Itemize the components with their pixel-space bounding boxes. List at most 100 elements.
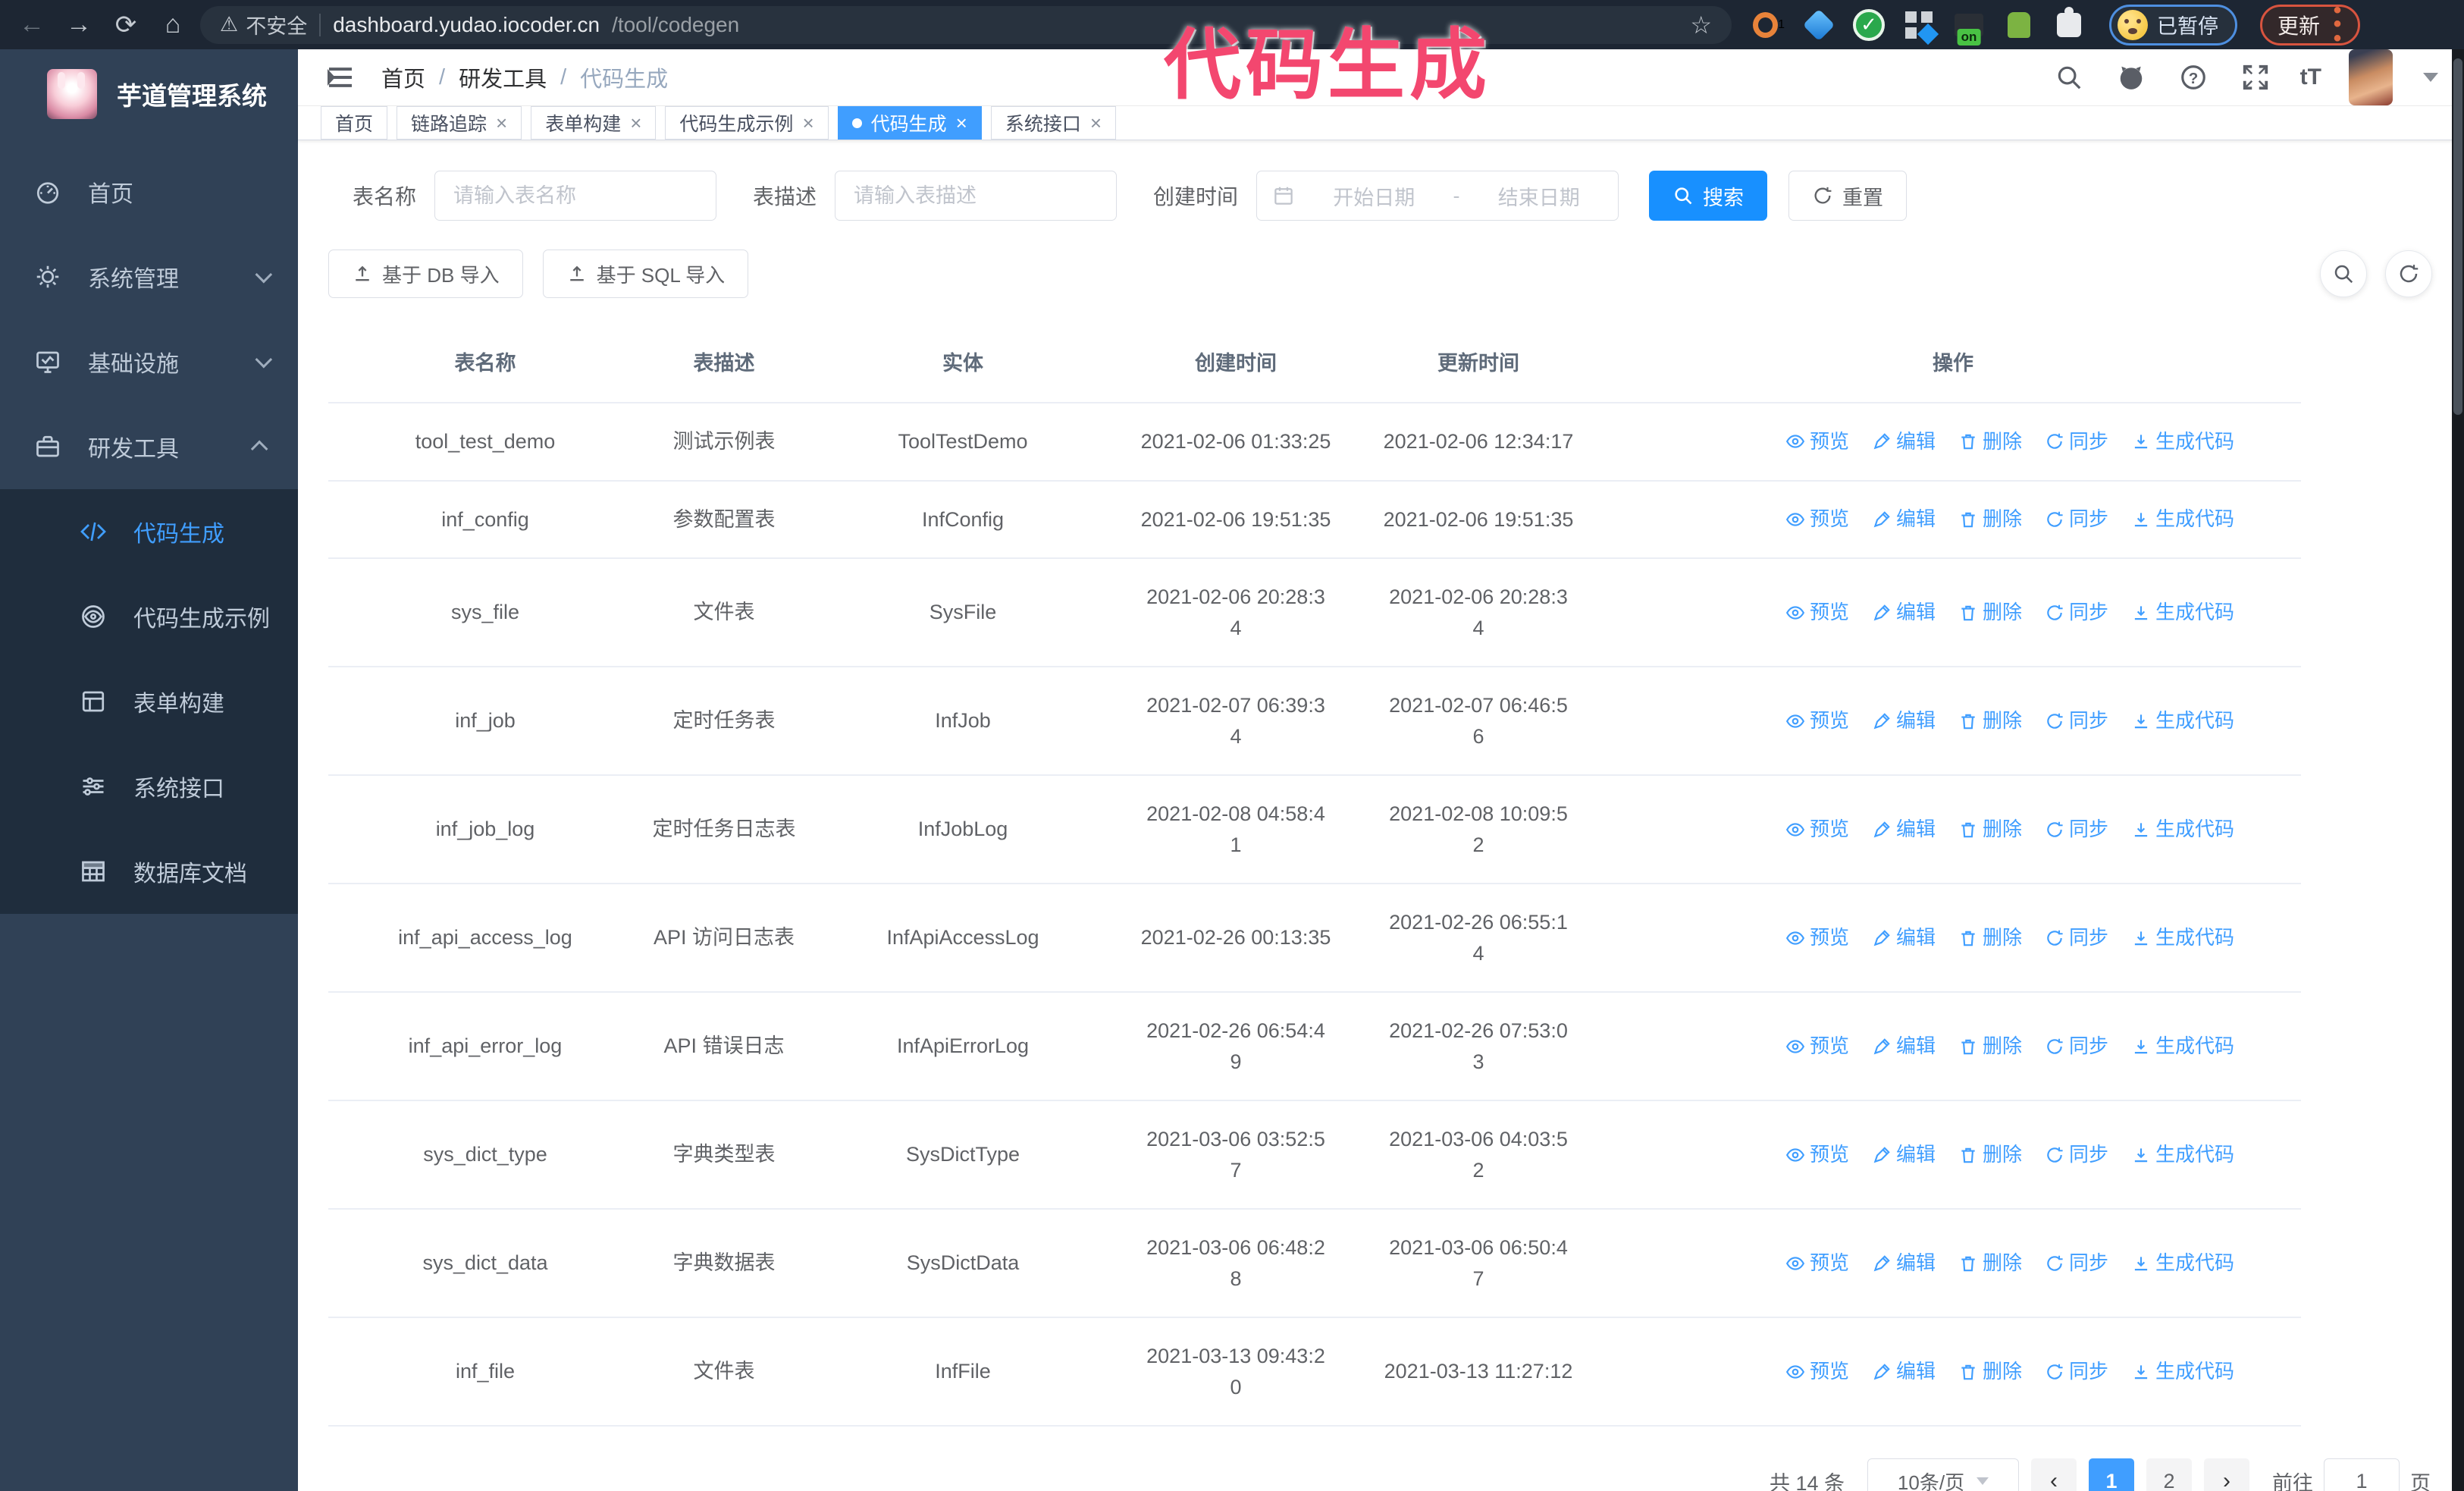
sidebar-item-home[interactable]: 首页 — [0, 149, 298, 234]
sidebar-item-form-builder[interactable]: 表单构建 — [0, 659, 298, 744]
back-icon[interactable]: ← — [19, 10, 45, 39]
sync-link[interactable]: 同步 — [2045, 815, 2108, 844]
close-icon[interactable]: × — [496, 111, 508, 134]
tab-form-builder[interactable]: 表单构建 × — [531, 106, 657, 140]
close-icon[interactable]: × — [630, 111, 642, 134]
logo-row[interactable]: 芋道管理系统 — [0, 49, 298, 137]
delete-link[interactable]: 删除 — [1958, 598, 2022, 627]
github-icon[interactable] — [2114, 60, 2149, 95]
forward-icon[interactable]: → — [66, 10, 92, 39]
table-row[interactable]: inf_file 文件表 InfFile 2021-03-13 09:43:2 … — [328, 1317, 2301, 1427]
prev-page-button[interactable]: ‹ — [2031, 1458, 2077, 1491]
extension-icon[interactable] — [1802, 8, 1835, 41]
page-2-button[interactable]: 2 — [2146, 1458, 2192, 1491]
table-row[interactable]: inf_job 定时任务表 InfJob 2021-02-07 06:39:3 … — [328, 667, 2301, 776]
generate-code-link[interactable]: 生成代码 — [2131, 1248, 2234, 1278]
profile-paused-badge[interactable]: 已暂停 — [2109, 4, 2237, 46]
delete-link[interactable]: 删除 — [1958, 923, 2022, 953]
close-icon[interactable]: × — [1089, 111, 1102, 134]
table-row[interactable]: sys_file 文件表 SysFile 2021-02-06 20:28:3 … — [328, 558, 2301, 667]
edit-link[interactable]: 编辑 — [1872, 706, 1936, 736]
delete-link[interactable]: 删除 — [1958, 1140, 2022, 1169]
table-row[interactable]: inf_api_access_log API 访问日志表 InfApiAcces… — [328, 884, 2301, 993]
sync-link[interactable]: 同步 — [2045, 1357, 2108, 1386]
address-bar[interactable]: ⚠ 不安全 dashboard.yudao.iocoder.cn/tool/co… — [200, 5, 1732, 44]
generate-code-link[interactable]: 生成代码 — [2131, 504, 2234, 534]
tab-home[interactable]: 首页 — [321, 106, 388, 140]
sync-link[interactable]: 同步 — [2045, 598, 2108, 627]
delete-link[interactable]: 删除 — [1958, 1357, 2022, 1386]
preview-link[interactable]: 预览 — [1785, 1031, 1849, 1061]
edit-link[interactable]: 编辑 — [1872, 598, 1936, 627]
table-desc-input[interactable] — [854, 184, 1099, 208]
delete-link[interactable]: 删除 — [1958, 504, 2022, 534]
generate-code-link[interactable]: 生成代码 — [2131, 1140, 2234, 1169]
tab-tracing[interactable]: 链路追踪 × — [397, 106, 522, 140]
page-jump-input[interactable] — [2324, 1458, 2400, 1491]
extension-icon[interactable] — [2003, 9, 2035, 41]
date-range-picker[interactable]: 开始日期 - 结束日期 — [1256, 171, 1619, 221]
puzzle-extension-icon[interactable] — [2053, 6, 2085, 41]
sidebar-item-codegen-example[interactable]: 代码生成示例 — [0, 574, 298, 659]
tab-codegen-example[interactable]: 代码生成示例 × — [665, 106, 829, 140]
close-icon[interactable]: × — [955, 111, 967, 134]
user-avatar[interactable] — [2349, 49, 2393, 105]
generate-code-link[interactable]: 生成代码 — [2131, 706, 2234, 736]
table-name-input[interactable] — [453, 184, 698, 208]
preview-link[interactable]: 预览 — [1785, 504, 1849, 534]
sync-link[interactable]: 同步 — [2045, 504, 2108, 534]
close-icon[interactable]: × — [802, 111, 814, 134]
toggle-search-button[interactable] — [2320, 250, 2367, 297]
avatar-caret-icon[interactable] — [2423, 73, 2438, 82]
edit-link[interactable]: 编辑 — [1872, 923, 1936, 953]
browser-update-button[interactable]: 更新 • • • — [2260, 0, 2361, 51]
tab-system-api[interactable]: 系统接口 × — [990, 106, 1117, 140]
sync-link[interactable]: 同步 — [2045, 427, 2108, 457]
font-size-icon[interactable]: tT — [2299, 64, 2321, 89]
generate-code-link[interactable]: 生成代码 — [2131, 427, 2234, 457]
sidebar-item-codegen[interactable]: 代码生成 — [0, 489, 298, 574]
hamburger-icon[interactable] — [324, 61, 357, 94]
delete-link[interactable]: 删除 — [1958, 706, 2022, 736]
extension-icon[interactable]: 1 — [1753, 9, 1785, 41]
generate-code-link[interactable]: 生成代码 — [2131, 815, 2234, 844]
sidebar-item-system-api[interactable]: 系统接口 — [0, 744, 298, 829]
next-page-button[interactable]: › — [2204, 1458, 2249, 1491]
tab-codegen[interactable]: 代码生成 × — [837, 106, 982, 140]
sync-link[interactable]: 同步 — [2045, 1031, 2108, 1061]
delete-link[interactable]: 删除 — [1958, 1031, 2022, 1061]
sidebar-item-db-doc[interactable]: 数据库文档 — [0, 829, 298, 914]
extension-icon[interactable]: on — [1953, 9, 1985, 46]
table-row[interactable]: inf_config 参数配置表 InfConfig 2021-02-06 19… — [328, 480, 2301, 559]
breadcrumb-home[interactable]: 首页 — [381, 67, 426, 92]
preview-link[interactable]: 预览 — [1785, 706, 1849, 736]
fullscreen-icon[interactable] — [2238, 60, 2273, 95]
page-size-select[interactable]: 10条/页 — [1867, 1458, 2019, 1491]
refresh-table-button[interactable] — [2385, 250, 2432, 297]
generate-code-link[interactable]: 生成代码 — [2131, 1031, 2234, 1061]
reset-button[interactable]: 重置 — [1788, 171, 1908, 221]
edit-link[interactable]: 编辑 — [1872, 504, 1936, 534]
sync-link[interactable]: 同步 — [2045, 1248, 2108, 1278]
delete-link[interactable]: 删除 — [1958, 427, 2022, 457]
search-button[interactable]: 搜索 — [1649, 171, 1768, 221]
scrollbar-thumb[interactable] — [2453, 58, 2462, 415]
browser-menu-icon[interactable]: • • • — [2333, 0, 2342, 51]
home-icon[interactable]: ⌂ — [165, 10, 181, 39]
table-row[interactable]: inf_api_error_log API 错误日志 InfApiErrorLo… — [328, 992, 2301, 1101]
preview-link[interactable]: 预览 — [1785, 1140, 1849, 1169]
table-row[interactable]: sys_dict_type 字典类型表 SysDictType 2021-03-… — [328, 1100, 2301, 1210]
preview-link[interactable]: 预览 — [1785, 815, 1849, 844]
preview-link[interactable]: 预览 — [1785, 923, 1849, 953]
import-db-button[interactable]: 基于 DB 导入 — [328, 250, 523, 298]
sidebar-item-infra[interactable]: 基础设施 — [0, 319, 298, 404]
scrollbar[interactable] — [2452, 49, 2464, 1491]
bookmark-star-icon[interactable]: ☆ — [1690, 11, 1712, 39]
page-1-button[interactable]: 1 — [2089, 1458, 2134, 1491]
sync-link[interactable]: 同步 — [2045, 923, 2108, 953]
sidebar-item-system[interactable]: 系统管理 — [0, 234, 298, 319]
table-row[interactable]: sys_dict_data 字典数据表 SysDictData 2021-03-… — [328, 1209, 2301, 1318]
edit-link[interactable]: 编辑 — [1872, 1248, 1936, 1278]
delete-link[interactable]: 删除 — [1958, 815, 2022, 844]
edit-link[interactable]: 编辑 — [1872, 1031, 1936, 1061]
